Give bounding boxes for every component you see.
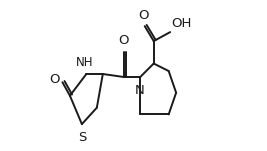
Text: S: S: [78, 131, 86, 144]
Text: O: O: [49, 74, 60, 87]
Text: N: N: [135, 84, 144, 97]
Text: O: O: [119, 34, 129, 47]
Text: NH: NH: [76, 56, 94, 69]
Text: O: O: [138, 9, 148, 22]
Text: OH: OH: [172, 17, 192, 30]
